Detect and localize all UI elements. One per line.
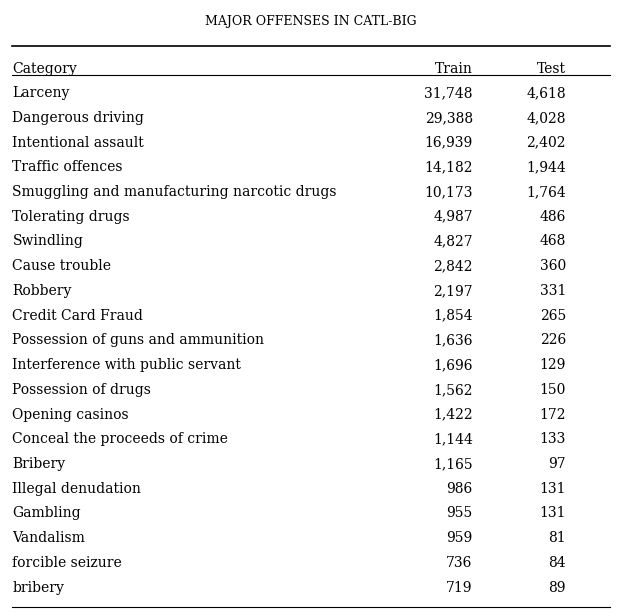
Text: 131: 131: [539, 482, 566, 496]
Text: Intentional assault: Intentional assault: [12, 136, 144, 150]
Text: 1,165: 1,165: [433, 457, 473, 471]
Text: forcible seizure: forcible seizure: [12, 556, 122, 570]
Text: 29,388: 29,388: [425, 111, 473, 125]
Text: 172: 172: [539, 408, 566, 421]
Text: 10,173: 10,173: [424, 185, 473, 199]
Text: Tolerating drugs: Tolerating drugs: [12, 209, 130, 224]
Text: 1,944: 1,944: [526, 160, 566, 174]
Text: 360: 360: [540, 259, 566, 273]
Text: 81: 81: [549, 531, 566, 545]
Text: Test: Test: [537, 62, 566, 76]
Text: 719: 719: [446, 581, 473, 594]
Text: 131: 131: [539, 506, 566, 521]
Text: bribery: bribery: [12, 581, 64, 594]
Text: 468: 468: [540, 235, 566, 248]
Text: 1,636: 1,636: [433, 333, 473, 347]
Text: 986: 986: [447, 482, 473, 496]
Text: 959: 959: [447, 531, 473, 545]
Text: Smuggling and manufacturing narcotic drugs: Smuggling and manufacturing narcotic dru…: [12, 185, 337, 199]
Text: 133: 133: [540, 432, 566, 446]
Text: 955: 955: [447, 506, 473, 521]
Text: 84: 84: [549, 556, 566, 570]
Text: Interference with public servant: Interference with public servant: [12, 358, 241, 372]
Text: 2,402: 2,402: [526, 136, 566, 150]
Text: 265: 265: [540, 309, 566, 323]
Text: Credit Card Fraud: Credit Card Fraud: [12, 309, 143, 323]
Text: 4,827: 4,827: [433, 235, 473, 248]
Text: Conceal the proceeds of crime: Conceal the proceeds of crime: [12, 432, 228, 446]
Text: Traffic offences: Traffic offences: [12, 160, 123, 174]
Text: 129: 129: [540, 358, 566, 372]
Text: MAJOR OFFENSES IN CATL-BIG: MAJOR OFFENSES IN CATL-BIG: [205, 15, 417, 28]
Text: 2,842: 2,842: [433, 259, 473, 273]
Text: 16,939: 16,939: [424, 136, 473, 150]
Text: 1,144: 1,144: [433, 432, 473, 446]
Text: Swindling: Swindling: [12, 235, 83, 248]
Text: 1,854: 1,854: [433, 309, 473, 323]
Text: Category: Category: [12, 62, 77, 76]
Text: 89: 89: [549, 581, 566, 594]
Text: 31,748: 31,748: [424, 86, 473, 100]
Text: 4,028: 4,028: [526, 111, 566, 125]
Text: Dangerous driving: Dangerous driving: [12, 111, 144, 125]
Text: 2,197: 2,197: [433, 284, 473, 298]
Text: 1,696: 1,696: [433, 358, 473, 372]
Text: 226: 226: [540, 333, 566, 347]
Text: Vandalism: Vandalism: [12, 531, 85, 545]
Text: Possession of guns and ammunition: Possession of guns and ammunition: [12, 333, 264, 347]
Text: 1,764: 1,764: [526, 185, 566, 199]
Text: 150: 150: [540, 383, 566, 397]
Text: Gambling: Gambling: [12, 506, 81, 521]
Text: Train: Train: [435, 62, 473, 76]
Text: Bribery: Bribery: [12, 457, 65, 471]
Text: Opening casinos: Opening casinos: [12, 408, 129, 421]
Text: 736: 736: [447, 556, 473, 570]
Text: Robbery: Robbery: [12, 284, 72, 298]
Text: 1,422: 1,422: [433, 408, 473, 421]
Text: Larceny: Larceny: [12, 86, 70, 100]
Text: Possession of drugs: Possession of drugs: [12, 383, 151, 397]
Text: 4,618: 4,618: [526, 86, 566, 100]
Text: 14,182: 14,182: [424, 160, 473, 174]
Text: 97: 97: [549, 457, 566, 471]
Text: 4,987: 4,987: [433, 209, 473, 224]
Text: 331: 331: [540, 284, 566, 298]
Text: 486: 486: [540, 209, 566, 224]
Text: 1,562: 1,562: [433, 383, 473, 397]
Text: Cause trouble: Cause trouble: [12, 259, 111, 273]
Text: Illegal denudation: Illegal denudation: [12, 482, 141, 496]
